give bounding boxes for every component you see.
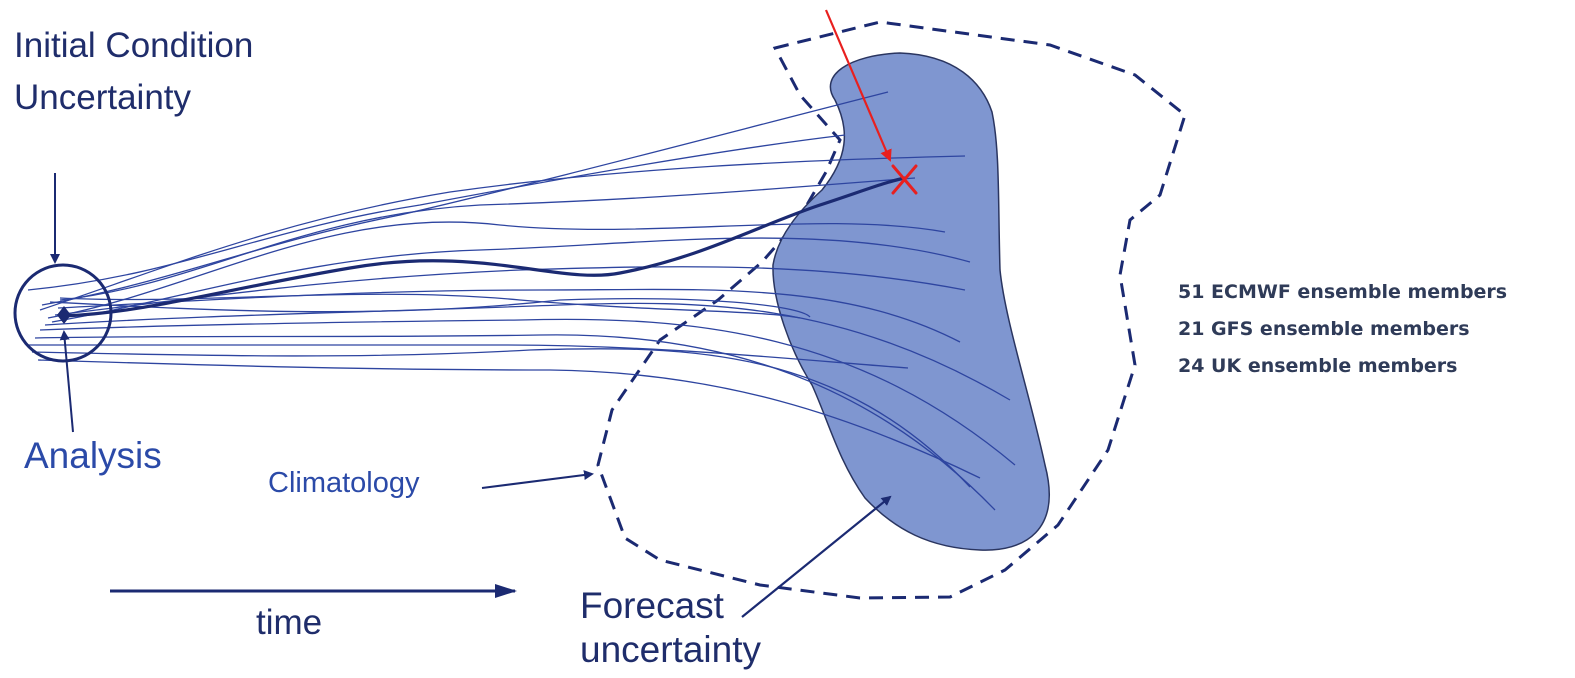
forecast-arrow xyxy=(741,495,892,618)
initial-uncertainty-circle xyxy=(13,263,113,363)
diamond-icon xyxy=(57,306,71,324)
observation-arrow xyxy=(824,9,892,162)
initial-condition-label-line2: Uncertainty xyxy=(14,78,192,117)
analysis-arrow xyxy=(59,330,74,433)
climatology-arrow xyxy=(481,470,594,489)
x-mark-icon xyxy=(891,164,918,195)
forecast-uncertainty-label-line1: Forecast xyxy=(580,585,724,626)
control-trajectory xyxy=(63,176,906,318)
ensemble-gfs-label: 21 GFS ensemble members xyxy=(1178,318,1470,340)
ensemble-trajectories xyxy=(27,91,1016,511)
forecast-uncertainty-label-line2: uncertainty xyxy=(580,629,761,670)
ensemble-ecmwf-label: 51 ECMWF ensemble members xyxy=(1178,281,1508,303)
initial-condition-label-line1: Initial Condition xyxy=(14,26,254,65)
time-label: time xyxy=(256,603,323,642)
ensemble-uk-label: 24 UK ensemble members xyxy=(1178,355,1458,377)
forecast-uncertainty-region xyxy=(772,52,1050,551)
analysis-label: Analysis xyxy=(24,435,162,476)
climatology-label: Climatology xyxy=(268,467,420,499)
